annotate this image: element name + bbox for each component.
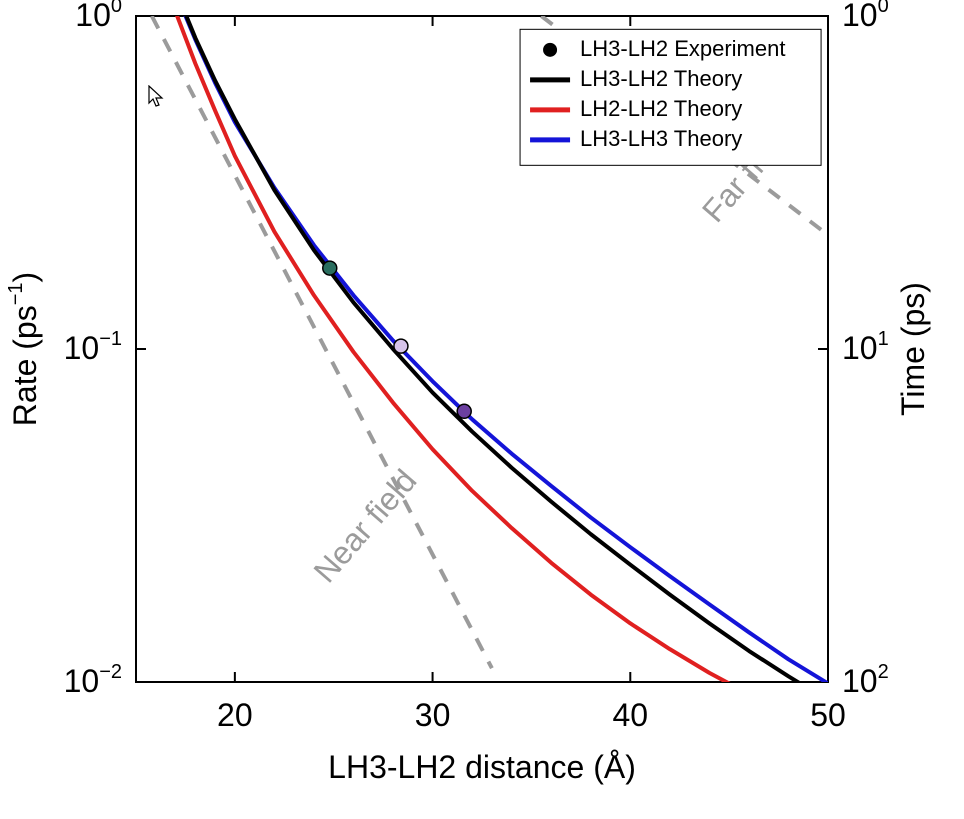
legend-label: LH3-LH2 Theory [580,66,742,91]
legend-label: LH3-LH2 Experiment [580,36,785,61]
y-right-axis-label: Time (ps) [895,282,931,416]
chart-canvas: 20304050LH3-LH2 distance (Å)10−210−1100R… [0,0,964,819]
legend-label: LH2-LH2 Theory [580,96,742,121]
experiment-point [323,261,337,275]
legend-label: LH3-LH3 Theory [580,126,742,151]
experiment-point [457,404,471,418]
x-tick-label: 40 [612,697,648,733]
x-tick-label: 20 [217,697,253,733]
x-axis-label: LH3-LH2 distance (Å) [328,749,636,785]
figure-container: 20304050LH3-LH2 distance (Å)10−210−1100R… [0,0,964,819]
legend: LH3-LH2 Experiment LH3-LH2 Theory LH2-LH2 … [520,29,821,165]
experiment-point [394,339,408,353]
x-tick-label: 30 [415,697,451,733]
x-tick-label: 50 [810,697,846,733]
legend-swatch-marker [543,43,557,57]
